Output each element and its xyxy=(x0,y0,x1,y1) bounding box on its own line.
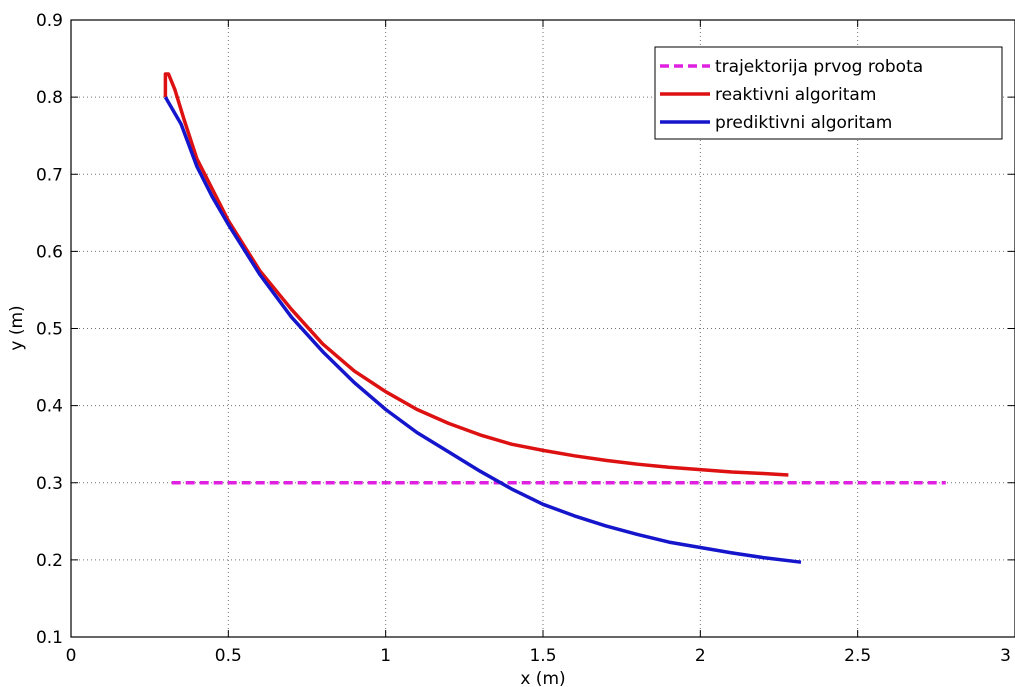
x-tick-label: 3 xyxy=(1000,646,1011,666)
x-tick-label: 1.5 xyxy=(529,646,556,666)
ticks-layer: 0 0.5 1 1.5 2 2.5 3 0.1 0.2 0.3 0.4 0.5 0.6 0.7 0.8 0.9 xyxy=(36,11,1015,666)
legend: trajektorija prvog robota reaktivni algo… xyxy=(654,46,1003,140)
legend-label-prediktivni: prediktivni algoritam xyxy=(715,113,892,133)
x-tick-label: 2 xyxy=(695,646,706,666)
series-reaktivni-algoritam xyxy=(163,72,789,477)
x-tick-label: 0.5 xyxy=(215,646,242,666)
y-tick-label: 0.7 xyxy=(36,165,63,185)
legend-label-trajektorija: trajektorija prvog robota xyxy=(715,57,923,77)
y-tick-label: 0.2 xyxy=(36,551,63,571)
y-tick-label: 0.4 xyxy=(36,397,63,417)
series-prediktivni-algoritam xyxy=(163,96,802,564)
y-tick-label: 0.5 xyxy=(36,320,63,340)
legend-box xyxy=(654,46,1003,140)
y-tick-label: 0.1 xyxy=(36,628,63,648)
y-tick-label: 0.9 xyxy=(36,11,63,31)
y-tick-label: 0.3 xyxy=(36,474,63,494)
y-tick-label: 0.6 xyxy=(36,242,63,262)
y-axis-label: y (m) xyxy=(7,305,27,350)
x-tick-label: 0 xyxy=(66,646,77,666)
y-tick-label: 0.8 xyxy=(36,88,63,108)
x-tick-label: 2.5 xyxy=(844,646,871,666)
x-axis-label: x (m) xyxy=(520,669,565,687)
legend-label-reaktivni: reaktivni algoritam xyxy=(715,85,876,105)
series-layer xyxy=(163,72,946,564)
x-tick-label: 1 xyxy=(380,646,391,666)
